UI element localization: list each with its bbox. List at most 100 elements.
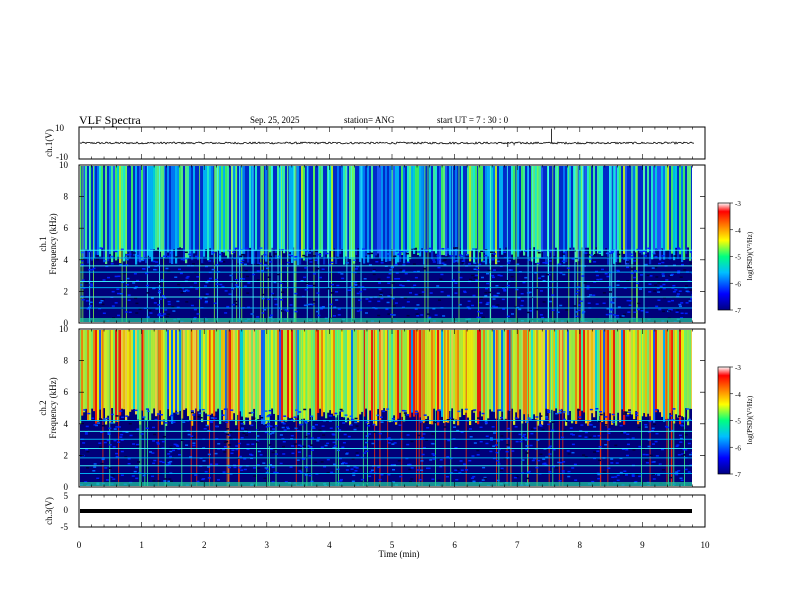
spec-speckle bbox=[463, 291, 467, 294]
spec-speckle bbox=[405, 250, 409, 253]
spec-column bbox=[519, 166, 522, 253]
x-tick-label: 3 bbox=[265, 540, 270, 550]
spec-speckle bbox=[101, 303, 105, 306]
spec-column bbox=[485, 330, 488, 425]
spec-column bbox=[539, 166, 542, 259]
spec-speckle bbox=[177, 268, 181, 271]
spec-speckle bbox=[400, 250, 404, 253]
spec-column bbox=[567, 330, 570, 416]
spec-speckle bbox=[535, 287, 539, 290]
spec-column bbox=[177, 166, 180, 249]
colorbar-tick-label: -6 bbox=[735, 280, 741, 288]
spec-speckle bbox=[609, 308, 613, 310]
spec-speckle bbox=[499, 416, 503, 419]
spec-speckle bbox=[267, 298, 271, 301]
spec-speckle bbox=[354, 417, 358, 420]
spec-speckle bbox=[405, 252, 409, 255]
spec-column bbox=[203, 330, 206, 412]
spec-speckle bbox=[539, 415, 543, 417]
spec-speckle bbox=[304, 420, 308, 423]
spec-speckle bbox=[231, 287, 235, 290]
spec-speckle bbox=[271, 292, 275, 295]
spec-column bbox=[309, 330, 312, 409]
spec-speckle bbox=[309, 444, 313, 446]
spec-speckle bbox=[300, 423, 304, 426]
spec-column bbox=[111, 330, 114, 409]
spec-column bbox=[161, 330, 164, 425]
spec-speckle bbox=[551, 429, 555, 432]
spec-column bbox=[571, 330, 574, 424]
spec-column bbox=[261, 330, 264, 424]
spec-column bbox=[171, 166, 174, 264]
spec-column bbox=[425, 330, 428, 420]
spec-speckle bbox=[194, 474, 198, 476]
spec-column bbox=[229, 166, 232, 255]
spec-speckle bbox=[241, 428, 245, 430]
spec-speckle bbox=[584, 252, 588, 254]
spec-speckle bbox=[120, 450, 124, 453]
spec-speckle bbox=[286, 427, 290, 430]
spec-speckle bbox=[92, 267, 96, 270]
spec-speckle bbox=[98, 418, 102, 420]
spec-speckle bbox=[689, 251, 692, 253]
spec-speckle bbox=[570, 433, 574, 435]
spec-speckle bbox=[496, 479, 500, 482]
spec-speckle bbox=[265, 471, 269, 474]
spec-speckle bbox=[675, 311, 679, 313]
spec-speckle bbox=[428, 316, 432, 319]
spec-speckle bbox=[495, 451, 499, 454]
spec-speckle bbox=[322, 434, 326, 436]
spec-column bbox=[201, 330, 204, 423]
spec-speckle bbox=[180, 258, 184, 261]
spec-column bbox=[507, 330, 510, 411]
spec-speckle bbox=[309, 285, 313, 287]
spec-speckle bbox=[337, 314, 341, 316]
spec-speckle bbox=[152, 287, 156, 290]
spec-column bbox=[633, 166, 636, 251]
spec-speckle bbox=[365, 441, 369, 444]
spec-speckle bbox=[556, 311, 560, 313]
spec-column bbox=[221, 330, 224, 411]
spec-column bbox=[381, 166, 384, 262]
y-tick-label: 0 bbox=[64, 482, 69, 492]
spec-speckle bbox=[406, 301, 410, 303]
spec-speckle bbox=[116, 288, 120, 291]
spec-speckle bbox=[547, 446, 551, 449]
spec-column bbox=[491, 330, 494, 412]
spec-speckle bbox=[264, 431, 268, 434]
spec-column bbox=[149, 330, 152, 420]
spec-column bbox=[335, 166, 338, 265]
spec-speckle bbox=[142, 416, 146, 418]
spec-column bbox=[319, 330, 322, 409]
spec-column bbox=[337, 166, 340, 259]
spec-column bbox=[503, 166, 506, 250]
spec-speckle bbox=[362, 248, 366, 250]
spec-speckle bbox=[677, 272, 681, 274]
spec-speckle bbox=[314, 423, 318, 426]
spec-speckle bbox=[391, 282, 395, 284]
spec-column bbox=[577, 330, 580, 409]
spec-speckle bbox=[158, 298, 162, 300]
spec-speckle bbox=[552, 448, 556, 451]
spec-speckle bbox=[378, 288, 382, 291]
spec-speckle bbox=[426, 467, 430, 470]
spec-speckle bbox=[245, 275, 249, 278]
spec-speckle bbox=[146, 410, 150, 413]
spec-column bbox=[623, 166, 626, 254]
spec-speckle bbox=[363, 446, 367, 448]
spec-speckle bbox=[152, 480, 156, 482]
spec-speckle bbox=[255, 441, 259, 443]
spec-column bbox=[687, 330, 690, 426]
spec-speckle bbox=[525, 421, 529, 423]
spec-column bbox=[305, 330, 308, 422]
spec-column bbox=[603, 166, 606, 250]
spec-speckle bbox=[268, 255, 272, 258]
spec-speckle bbox=[387, 313, 391, 315]
x-tick-label: 5 bbox=[390, 540, 395, 550]
spec-speckle bbox=[274, 303, 278, 306]
spec-speckle bbox=[120, 248, 124, 251]
spec-speckle bbox=[600, 268, 604, 271]
spec-column bbox=[427, 330, 430, 417]
spec-speckle bbox=[351, 480, 355, 483]
spec-speckle bbox=[208, 277, 212, 280]
